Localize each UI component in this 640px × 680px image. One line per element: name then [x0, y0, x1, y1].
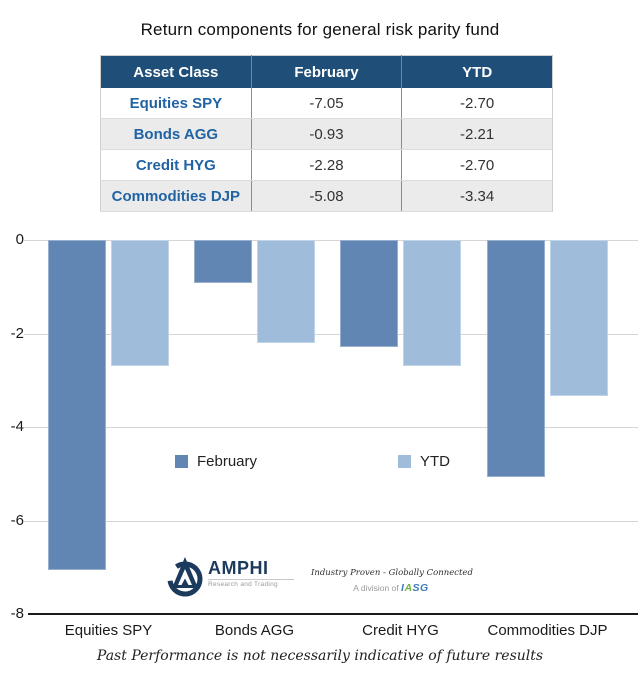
table-row-bonds-agg: Bonds AGG -0.93 -2.21: [100, 118, 553, 150]
value-cell: -0.93: [251, 118, 403, 150]
brand-tagline-block: Industry Proven - Globally Connected A d…: [311, 568, 473, 594]
y-axis-label-0: 0: [15, 231, 24, 248]
gridline--4: [24, 427, 638, 428]
bar-ytd-bonds-agg: [257, 240, 315, 344]
value-cell: -2.70: [401, 149, 553, 181]
gridline--2: [24, 333, 638, 335]
value-cell: -7.05: [251, 88, 403, 119]
bar-february-bonds-agg: [194, 240, 252, 284]
iasg-letter-s: S: [412, 582, 421, 594]
bar-february-commodities-djp: [487, 240, 545, 478]
bar-ytd-commodities-djp: [550, 240, 608, 397]
disclaimer-text: Past Performance is not necessarily indi…: [96, 648, 544, 664]
returns-table: Asset Class February YTD Equities SPY -7.05…: [100, 55, 553, 212]
x-axis-label-equities-spy: Equities SPY: [64, 622, 153, 639]
iasg-letter-a: A: [404, 582, 413, 594]
brand-text: AMPHI Research and Trading: [208, 559, 318, 588]
brand-tagline: Industry Proven - Globally Connected: [311, 568, 473, 578]
value-cell: -2.70: [401, 88, 553, 119]
bar-ytd-equities-spy: [111, 240, 169, 367]
bar-ytd-credit-hyg: [403, 240, 461, 367]
x-axis-label-credit-hyg: Credit HYG: [362, 622, 439, 639]
bar-february-equities-spy: [48, 240, 106, 570]
x-axis-label-commodities-djp: Commodities DJP: [487, 622, 608, 639]
asset-class-cell: Credit HYG: [100, 149, 252, 181]
bar-chart-plot-area: AMPHI Research and Trading Industry Prov…: [11, 231, 638, 639]
iasg-letter-g: G: [420, 582, 429, 594]
x-axis-label-bonds-agg: Bonds AGG: [214, 622, 295, 639]
legend-swatch-february: [175, 455, 188, 468]
y-axis-label--8: -8: [10, 605, 24, 622]
bar-february-credit-hyg: [340, 240, 398, 347]
brand-subtitle: Research and Trading: [208, 579, 294, 588]
asset-class-cell: Commodities DJP: [100, 180, 252, 212]
brand-name: AMPHI: [208, 558, 269, 578]
asset-class-cell: Bonds AGG: [100, 118, 252, 150]
column-header-ytd: YTD: [401, 55, 553, 88]
page-title: Return components for general risk parit…: [140, 20, 500, 39]
legend-item-ytd: YTD: [398, 453, 450, 470]
legend-swatch-ytd: [398, 455, 411, 468]
division-prefix: A division of: [353, 583, 399, 593]
y-axis-label--4: -4: [10, 418, 24, 435]
value-cell: -2.21: [401, 118, 553, 150]
y-axis-label--6: -6: [10, 511, 24, 529]
table-row-commodities-djp: Commodities DJP -5.08 -3.34: [100, 180, 553, 212]
x-axis-line: [28, 613, 638, 615]
iasg-letter-i: I: [401, 582, 405, 594]
legend-label-february: February: [197, 453, 258, 470]
amphi-logo-icon: [167, 557, 203, 597]
iasg-logo: IASG: [401, 582, 429, 594]
amphi-logo: AMPHI Research and Trading Industry Prov…: [165, 550, 485, 612]
value-cell: -3.34: [401, 180, 553, 212]
gridline-0: [24, 240, 638, 241]
legend-label-ytd: YTD: [420, 453, 450, 470]
value-cell: -5.08: [251, 180, 403, 212]
column-header-asset-class: Asset Class: [100, 55, 252, 88]
y-axis-label--2: -2: [10, 324, 24, 342]
value-cell: -2.28: [251, 149, 403, 181]
legend-item-february: February: [175, 453, 257, 470]
table-row-equities-spy: Equities SPY -7.05 -2.70: [100, 88, 553, 119]
column-header-february: February: [251, 55, 403, 88]
division-text: A division of IASG: [311, 582, 471, 594]
gridline--6: [24, 520, 638, 522]
table-row-credit-hyg: Credit HYG -2.28 -2.70: [100, 149, 553, 181]
table-header-row: Asset Class February YTD: [100, 55, 553, 88]
asset-class-cell: Equities SPY: [100, 88, 252, 119]
